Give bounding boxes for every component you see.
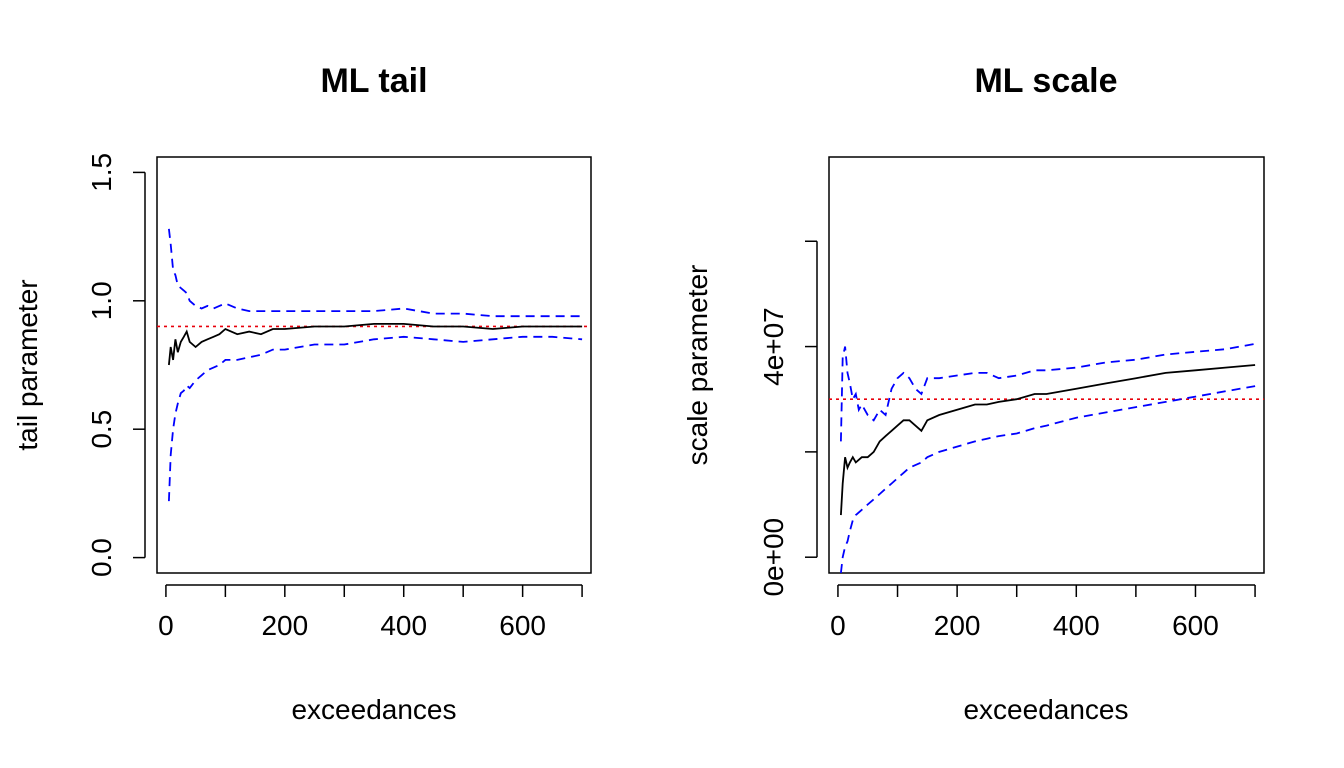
x-tick-label: 600 <box>499 610 546 641</box>
panel-ml-scale: ML scale exceedances scale parameter 0 20… <box>682 62 1265 725</box>
x-tick-label: 600 <box>1172 610 1219 641</box>
y-tick-label: 1.0 <box>86 281 117 320</box>
series-line-estimate <box>168 322 583 366</box>
y-tick-label: 0.0 <box>86 538 117 577</box>
y-tick-label: 0e+00 <box>758 518 789 597</box>
plot-area: 0 200 400 600 0.0 0.5 1.0 1.5 <box>86 153 591 641</box>
plot-area: 0 200 400 600 0e+00 4e+07 <box>758 240 1264 641</box>
series-line-upper <box>168 228 583 318</box>
series-line-lower <box>840 385 1256 573</box>
chart-title: ML tail <box>320 62 427 100</box>
y-axis-label: scale parameter <box>682 265 713 466</box>
x-axis-label: exceedances <box>291 694 456 725</box>
y-tick-label: 1.5 <box>86 153 117 192</box>
y-axis-label: tail parameter <box>12 279 43 450</box>
x-tick-label: 0 <box>830 610 846 641</box>
x-tick-label: 200 <box>934 610 981 641</box>
x-tick-label: 400 <box>380 610 427 641</box>
series-line-estimate <box>840 364 1256 516</box>
x-tick-label: 400 <box>1053 610 1100 641</box>
panel-ml-tail: ML tail exceedances tail parameter 0 200 4… <box>12 62 592 725</box>
y-tick-label: 4e+07 <box>758 307 789 386</box>
series-line-upper <box>840 343 1256 442</box>
y-tick-label: 0.5 <box>86 410 117 449</box>
x-tick-label: 0 <box>158 610 174 641</box>
series-line-lower <box>168 335 583 502</box>
plot-frame <box>156 156 592 574</box>
plot-frame <box>828 156 1265 574</box>
x-axis-label: exceedances <box>963 694 1128 725</box>
chart-title: ML scale <box>974 62 1117 100</box>
x-tick-label: 200 <box>261 610 308 641</box>
